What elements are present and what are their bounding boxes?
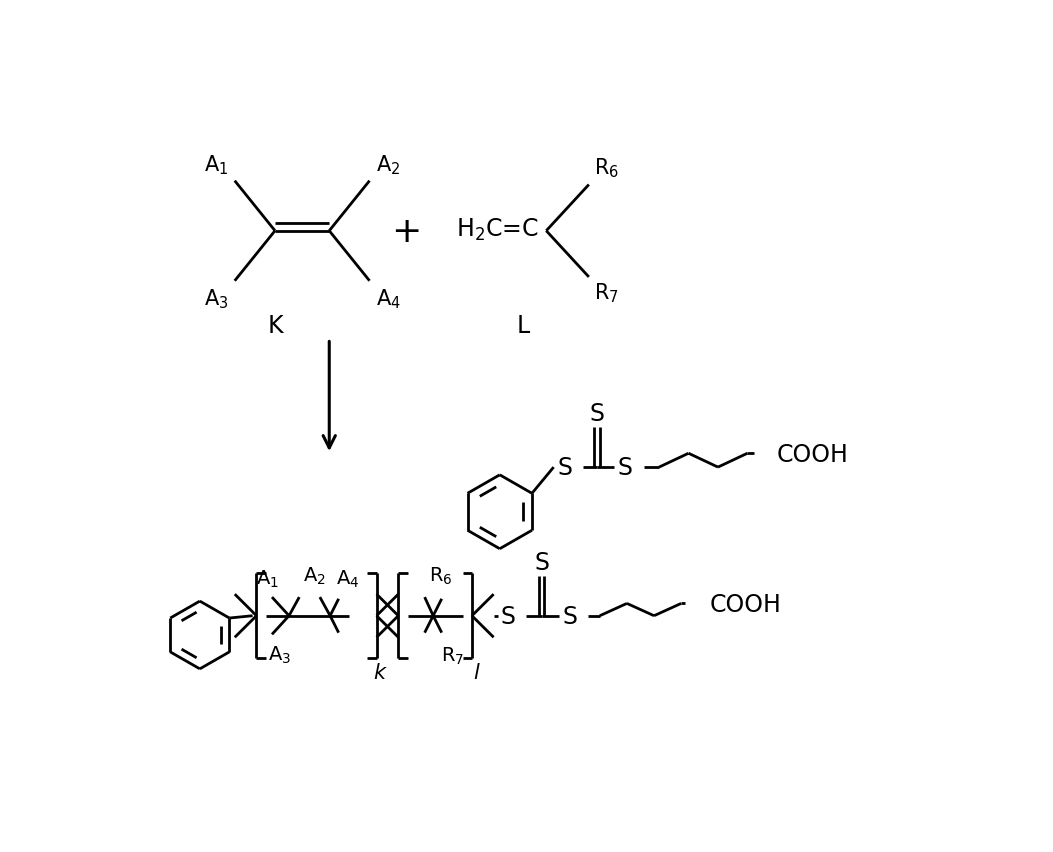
Text: R$_6$: R$_6$ bbox=[594, 157, 619, 180]
Text: A$_3$: A$_3$ bbox=[269, 644, 292, 665]
Text: A$_2$: A$_2$ bbox=[376, 153, 400, 176]
Text: S: S bbox=[590, 402, 604, 426]
Text: A$_3$: A$_3$ bbox=[204, 286, 229, 310]
Text: +: + bbox=[392, 215, 422, 249]
Text: A$_2$: A$_2$ bbox=[303, 566, 325, 587]
Text: L: L bbox=[516, 314, 530, 338]
Text: R$_7$: R$_7$ bbox=[594, 281, 619, 305]
Text: A$_1$: A$_1$ bbox=[256, 568, 279, 590]
Text: R$_7$: R$_7$ bbox=[441, 645, 464, 666]
Text: S: S bbox=[501, 604, 516, 628]
Text: k: k bbox=[374, 662, 385, 682]
Text: COOH: COOH bbox=[710, 592, 781, 617]
Text: COOH: COOH bbox=[777, 442, 849, 467]
Text: K: K bbox=[267, 314, 283, 338]
Text: H$_2$C=C: H$_2$C=C bbox=[456, 216, 539, 243]
Text: A$_4$: A$_4$ bbox=[336, 568, 360, 590]
Text: S: S bbox=[562, 604, 577, 628]
Text: S: S bbox=[557, 456, 572, 480]
Text: A$_1$: A$_1$ bbox=[204, 153, 229, 176]
Text: S: S bbox=[534, 550, 550, 574]
Text: l: l bbox=[473, 662, 479, 682]
Text: S: S bbox=[617, 456, 633, 480]
Text: A$_4$: A$_4$ bbox=[376, 286, 400, 310]
Text: R$_6$: R$_6$ bbox=[430, 566, 453, 587]
